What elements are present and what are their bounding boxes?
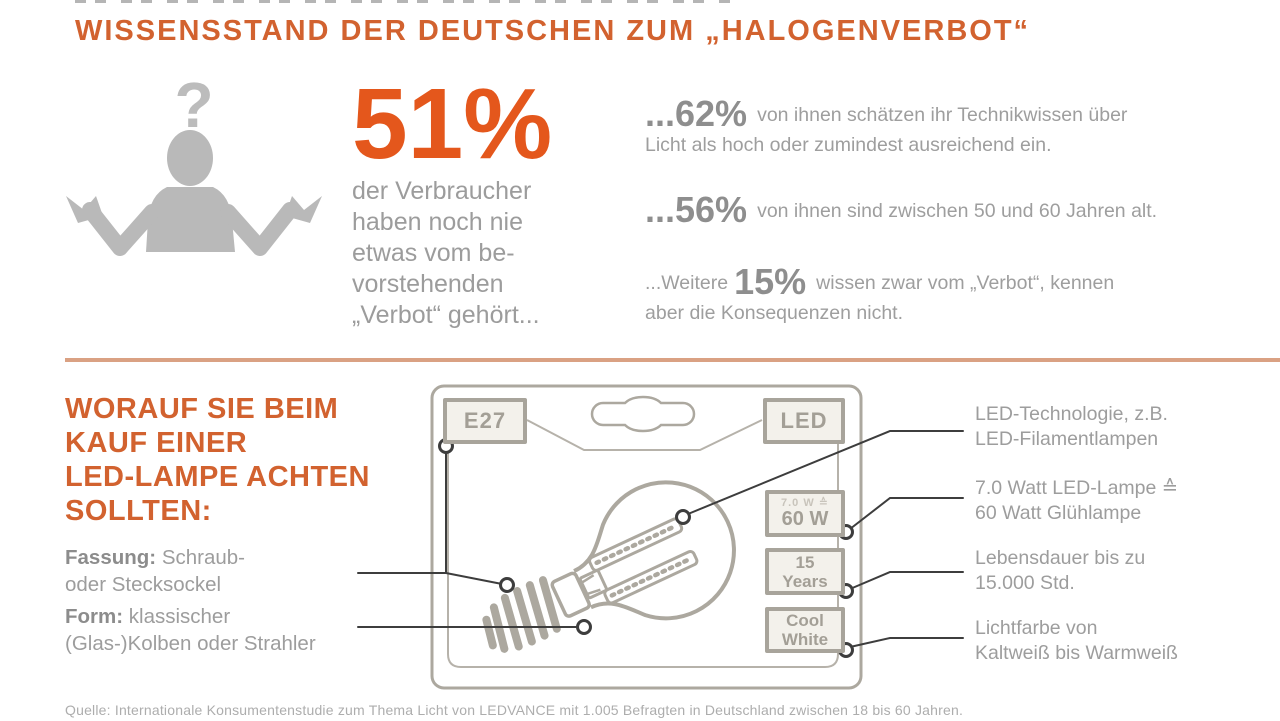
led-bulb-illustration bbox=[482, 480, 736, 653]
big-stat-description-line: etwas vom be- bbox=[352, 239, 515, 267]
left-label-form: Form: klassischer (Glas-)Kolben oder Str… bbox=[65, 603, 316, 657]
right-label-technology: LED-Technologie, z.B. LED-Filamentlampen bbox=[975, 403, 1168, 450]
stat-text: aber die Konsequenzen nicht. bbox=[645, 302, 904, 324]
buy-heading-line: LED-LAMPE ACHTEN bbox=[65, 461, 370, 493]
big-stat-description: der Verbraucher haben noch nie etwas vom… bbox=[352, 176, 540, 331]
stat-text: von ihnen schätzen ihr Technikwissen übe… bbox=[757, 104, 1128, 126]
big-stat-description-line: „Verbot“ gehört... bbox=[352, 301, 540, 329]
callout-lines bbox=[357, 430, 964, 648]
cropped-text-remnant bbox=[75, 0, 735, 3]
buy-heading-line: WORAUF SIE BEIM bbox=[65, 393, 339, 425]
label-text: Schraub- bbox=[156, 546, 246, 569]
stat-number: ...56% bbox=[645, 189, 748, 230]
left-label-fassung: Fassung: Schraub- oder Stecksockel bbox=[65, 544, 245, 598]
stat-text: Licht als hoch oder zumindest ausreichen… bbox=[645, 134, 1052, 156]
label-text: (Glas-)Kolben oder Strahler bbox=[65, 632, 316, 655]
question-figure-illustration: ? bbox=[66, 70, 322, 256]
stat-number: ...62% bbox=[645, 93, 748, 134]
stat-prefix: ...Weitere bbox=[645, 272, 729, 294]
euro-hole-icon bbox=[590, 395, 696, 433]
big-stat-description-line: haben noch nie bbox=[352, 208, 523, 236]
buy-heading-line: KAUF EINER bbox=[65, 427, 248, 459]
label-text: oder Stecksockel bbox=[65, 573, 222, 596]
stat-item: ...Weitere 15% wissen zwar vom „Verbot“, k… bbox=[645, 264, 1205, 328]
right-label-wattage: 7.0 Watt LED-Lampe ≙ 60 Watt Glühlampe bbox=[975, 477, 1179, 524]
big-stat-description-line: der Verbraucher bbox=[352, 177, 532, 205]
badge-led: LED bbox=[763, 398, 845, 444]
callout-line-fassung bbox=[357, 451, 503, 585]
right-label-lifetime: Lebensdauer bis zu 15.000 Std. bbox=[975, 547, 1146, 594]
stat-item: ...62% von ihnen schätzen ihr Technikwiss… bbox=[645, 96, 1205, 160]
page-title: WISSENSSTAND DER DEUTSCHEN ZUM „HALOGENV… bbox=[75, 15, 1031, 47]
label-term: Form: bbox=[65, 605, 124, 628]
big-stat-value: 51% bbox=[352, 68, 553, 180]
question-mark-icon: ? bbox=[174, 70, 213, 141]
right-label-light-color: Lichtfarbe von Kaltweiß bis Warmweiß bbox=[975, 617, 1178, 664]
badge-lifetime: 15 Years bbox=[765, 548, 845, 595]
callout-dot bbox=[576, 619, 592, 635]
person-silhouette-icon bbox=[66, 130, 322, 256]
source-note: Quelle: Internationale Konsumentenstudie… bbox=[65, 702, 964, 718]
big-stat-description-line: vorstehenden bbox=[352, 270, 504, 298]
stat-item: ...56% von ihnen sind zwischen 50 und 60 … bbox=[645, 192, 1205, 228]
badge-socket-type: E27 bbox=[443, 398, 527, 444]
stat-text: von ihnen sind zwischen 50 und 60 Jahren… bbox=[757, 200, 1158, 222]
section-divider bbox=[65, 358, 1280, 362]
callout-dot bbox=[499, 577, 515, 593]
package-inner-tray bbox=[447, 444, 839, 668]
callout-line-wattage bbox=[849, 497, 964, 530]
label-text: klassischer bbox=[123, 605, 231, 628]
callout-line-lifetime bbox=[849, 571, 964, 590]
stat-number: 15% bbox=[734, 261, 807, 302]
package-hanger-contour bbox=[526, 419, 763, 451]
badge-light-color: Cool White bbox=[765, 607, 845, 653]
callout-dot bbox=[675, 509, 691, 525]
label-term: Fassung: bbox=[65, 546, 157, 569]
stat-text: wissen zwar vom „Verbot“, kennen bbox=[816, 272, 1115, 294]
badge-wattage: 7.0 W ≙ 60 W bbox=[765, 490, 845, 537]
callout-line-light-color bbox=[849, 637, 964, 648]
callout-line-technology bbox=[687, 430, 964, 515]
buy-heading-line: SOLLTEN: bbox=[65, 495, 212, 527]
